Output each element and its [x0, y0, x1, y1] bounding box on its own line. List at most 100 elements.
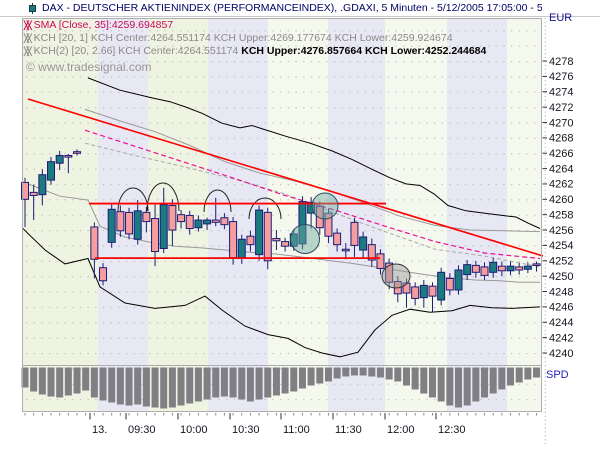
y-axis-label: 4278 — [549, 56, 573, 68]
candle-body — [463, 264, 472, 276]
y-axis-label: 4266 — [549, 148, 573, 160]
y-axis-label: 4250 — [549, 271, 573, 283]
candle-body — [515, 266, 524, 271]
x-axis-label: 10:00 — [180, 424, 208, 436]
candle-body — [385, 262, 394, 283]
candle-body — [367, 244, 376, 261]
y-axis-label: 4256 — [549, 225, 573, 237]
candle-body — [341, 248, 350, 252]
candle-body — [64, 155, 73, 158]
candle-body — [454, 269, 463, 291]
candle-body — [532, 263, 541, 266]
x-axis-label: 09:30 — [128, 424, 156, 436]
y-axis[interactable]: 4278 4276 4274 4272 4270 4268 4266 4264 4262 4260… — [542, 56, 574, 360]
candle-body — [168, 204, 177, 231]
indicator-legend-sma[interactable]: ╳╳ SMA [Close, 35]:4259.694857 — [24, 19, 173, 31]
time-axis[interactable]: 13. 09:30 10:00 10:30 11:00 11:30 12:00 12:30 — [24, 413, 538, 436]
y-axis-label: 4254 — [549, 240, 573, 252]
y-axis-label: 4268 — [549, 133, 573, 145]
candle-body — [229, 221, 238, 259]
candle-body — [333, 232, 342, 246]
candle-body — [272, 238, 281, 242]
x-axis-label: 11:00 — [283, 424, 310, 436]
candle-body — [21, 181, 29, 200]
x-axis-label: 10:30 — [232, 424, 260, 436]
y-axis-label: 4262 — [549, 179, 573, 191]
y-axis-label: 4252 — [549, 256, 573, 268]
candle-body — [29, 191, 38, 196]
candle-body — [480, 266, 489, 276]
indicator-label-bold: KCH Upper:4276.857664 KCH Lower:4252.244… — [241, 45, 487, 57]
indicator-label: SMA [Close, 35]:4259.694857 — [33, 19, 174, 31]
indicator-label: KCH [20, 1] KCH Center:4264.551174 KCH U… — [33, 32, 453, 44]
x-axis-label: 11:30 — [335, 424, 362, 436]
y-axis-label: 4244 — [549, 317, 573, 329]
trendline — [27, 98, 544, 257]
y-axis-label: 4272 — [549, 102, 573, 114]
window-title-bar[interactable]: DAX - DEUTSCHER AKTIENINDEX (PERFORMANCE… — [0, 0, 600, 17]
candle-body — [359, 236, 368, 251]
line-kch2_lower — [21, 227, 541, 358]
y-axis-label: 4240 — [549, 348, 573, 360]
candle-body — [38, 174, 47, 196]
red-lines — [27, 98, 544, 259]
y-axis-label: 4242 — [549, 332, 573, 344]
candle-body — [185, 214, 194, 230]
watermark: © www.tradesignal.com — [26, 60, 152, 74]
x-axis-label: 12:30 — [438, 424, 466, 436]
candle-body — [47, 161, 56, 181]
x-axis-label: 13. — [92, 424, 107, 436]
line-kch_center — [84, 142, 541, 268]
candle-body — [307, 201, 316, 214]
panel-frame — [22, 18, 546, 445]
line-kch2_upper — [87, 77, 541, 229]
candle-body — [445, 277, 454, 291]
x-axis-label: 12:00 — [387, 424, 415, 436]
candle-body — [194, 219, 203, 229]
candle-body — [497, 265, 506, 272]
spd-histogram — [21, 367, 541, 409]
y-axis-label: 4260 — [549, 194, 573, 206]
candle-body — [471, 264, 480, 273]
y-axis-label: 4276 — [549, 71, 573, 83]
candle-body — [246, 235, 255, 246]
indicator-legend-kch2[interactable]: ╳╳ KCH(2) [20, 2.66] KCH Center:4264.5511… — [24, 45, 486, 57]
candle-body — [211, 219, 220, 223]
y-axis-label: 4248 — [549, 286, 573, 298]
candle-body — [125, 211, 134, 235]
y-axis-label: 4274 — [549, 87, 573, 99]
candle-body — [437, 271, 446, 301]
candle-body — [315, 205, 324, 229]
candle-body — [419, 284, 428, 299]
indicator-icon: ╳╳ — [24, 34, 32, 43]
circle-annotations — [290, 192, 411, 289]
candle-body — [99, 267, 108, 282]
candle-body — [220, 217, 229, 226]
candle-body — [350, 221, 359, 246]
indicator-legend-kch[interactable]: ╳╳ KCH [20, 1] KCH Center:4264.551174 KCH… — [24, 32, 453, 44]
candle-body — [73, 151, 82, 154]
candle-body — [489, 261, 498, 273]
background-bands — [22, 18, 542, 412]
candle-body — [142, 211, 151, 223]
candlestick-instrument-icon — [29, 3, 36, 14]
indicator-label-gray: KCH(2) [20, 2.66] KCH Center:4264.551174 — [33, 45, 242, 57]
candle-body — [428, 285, 437, 297]
currency-label: EUR — [549, 12, 573, 24]
candle-body — [177, 214, 186, 223]
candle-body — [411, 286, 420, 299]
candle-body — [151, 218, 160, 253]
candle-body — [107, 208, 116, 243]
candle-body — [376, 253, 385, 269]
candle-body — [523, 265, 532, 270]
candle-body — [116, 211, 125, 232]
instrument-title: DAX - DEUTSCHER AKTIENINDEX (PERFORMANCE… — [42, 2, 542, 14]
candle-body — [263, 211, 272, 262]
candle-body — [237, 238, 246, 259]
y-axis-label: 4258 — [549, 209, 573, 221]
candle-body — [90, 226, 99, 260]
candle-body — [55, 155, 64, 164]
indicator-icon: ╳╳ — [24, 21, 32, 30]
